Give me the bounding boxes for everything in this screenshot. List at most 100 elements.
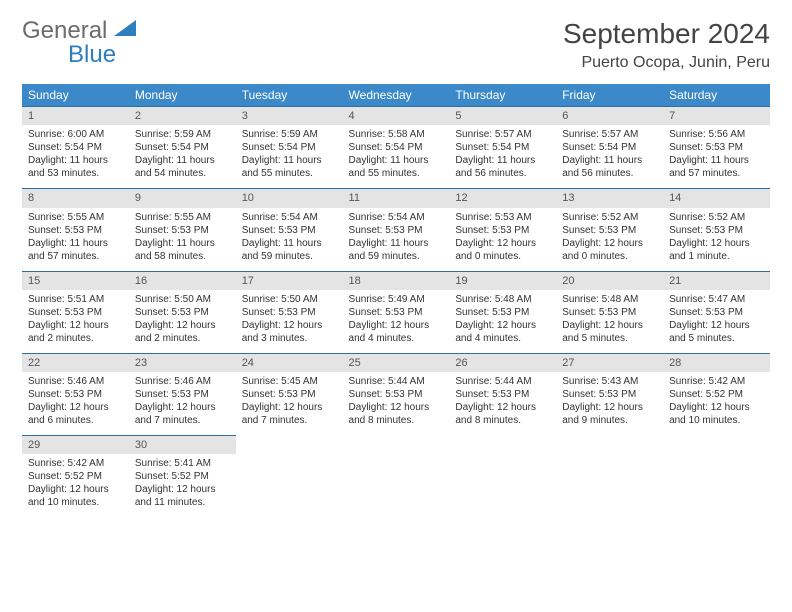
daylight-text: and 2 minutes. [28,332,123,345]
calendar-cell: 23Sunrise: 5:46 AMSunset: 5:53 PMDayligh… [129,353,236,435]
day-number: 11 [343,188,450,207]
sunset-text: Sunset: 5:54 PM [455,141,550,154]
sunrise-text: Sunrise: 5:52 AM [669,211,764,224]
day-body: Sunrise: 5:48 AMSunset: 5:53 PMDaylight:… [556,290,663,353]
calendar-cell: . [236,435,343,517]
sunrise-text: Sunrise: 5:41 AM [135,457,230,470]
calendar-cell: . [343,435,450,517]
sunrise-text: Sunrise: 5:57 AM [455,128,550,141]
sunset-text: Sunset: 5:53 PM [242,306,337,319]
sunrise-text: Sunrise: 5:57 AM [562,128,657,141]
sunset-text: Sunset: 5:52 PM [669,388,764,401]
calendar-cell: 28Sunrise: 5:42 AMSunset: 5:52 PMDayligh… [663,353,770,435]
sunset-text: Sunset: 5:54 PM [349,141,444,154]
day-number: 27 [556,353,663,372]
day-body: Sunrise: 5:43 AMSunset: 5:53 PMDaylight:… [556,372,663,435]
daylight-text: and 5 minutes. [669,332,764,345]
weekday-header: Tuesday [236,84,343,106]
day-body: Sunrise: 5:45 AMSunset: 5:53 PMDaylight:… [236,372,343,435]
calendar-cell: 24Sunrise: 5:45 AMSunset: 5:53 PMDayligh… [236,353,343,435]
day-number: 7 [663,106,770,125]
calendar-cell: 6Sunrise: 5:57 AMSunset: 5:54 PMDaylight… [556,106,663,188]
logo-line1: General [22,17,107,44]
sunset-text: Sunset: 5:52 PM [28,470,123,483]
daylight-text: Daylight: 12 hours [135,483,230,496]
calendar-cell: 22Sunrise: 5:46 AMSunset: 5:53 PMDayligh… [22,353,129,435]
sunset-text: Sunset: 5:53 PM [562,224,657,237]
day-body: Sunrise: 6:00 AMSunset: 5:54 PMDaylight:… [22,125,129,188]
daylight-text: Daylight: 11 hours [28,237,123,250]
daylight-text: Daylight: 12 hours [135,319,230,332]
daylight-text: Daylight: 12 hours [349,401,444,414]
sunrise-text: Sunrise: 5:52 AM [562,211,657,224]
calendar-cell: 5Sunrise: 5:57 AMSunset: 5:54 PMDaylight… [449,106,556,188]
weekday-header: Thursday [449,84,556,106]
daylight-text: Daylight: 12 hours [28,483,123,496]
day-body: Sunrise: 5:44 AMSunset: 5:53 PMDaylight:… [449,372,556,435]
day-number: 21 [663,271,770,290]
sunrise-text: Sunrise: 5:44 AM [349,375,444,388]
day-number: 24 [236,353,343,372]
day-number: 20 [556,271,663,290]
calendar-cell: 4Sunrise: 5:58 AMSunset: 5:54 PMDaylight… [343,106,450,188]
daylight-text: and 0 minutes. [455,250,550,263]
sunrise-text: Sunrise: 5:56 AM [669,128,764,141]
sunset-text: Sunset: 5:53 PM [28,388,123,401]
sunset-text: Sunset: 5:53 PM [455,388,550,401]
calendar-head: SundayMondayTuesdayWednesdayThursdayFrid… [22,84,770,106]
sunrise-text: Sunrise: 5:46 AM [28,375,123,388]
month-title: September 2024 [563,18,770,50]
calendar-cell: 26Sunrise: 5:44 AMSunset: 5:53 PMDayligh… [449,353,556,435]
day-body: Sunrise: 5:56 AMSunset: 5:53 PMDaylight:… [663,125,770,188]
day-number: 2 [129,106,236,125]
calendar-cell: 3Sunrise: 5:59 AMSunset: 5:54 PMDaylight… [236,106,343,188]
calendar-cell: 1Sunrise: 6:00 AMSunset: 5:54 PMDaylight… [22,106,129,188]
sunset-text: Sunset: 5:53 PM [135,388,230,401]
day-body: Sunrise: 5:47 AMSunset: 5:53 PMDaylight:… [663,290,770,353]
daylight-text: Daylight: 11 hours [135,154,230,167]
sunrise-text: Sunrise: 5:54 AM [349,211,444,224]
header: General Blue September 2024 Puerto Ocopa… [22,18,770,72]
sunrise-text: Sunrise: 5:48 AM [455,293,550,306]
calendar-cell: 13Sunrise: 5:52 AMSunset: 5:53 PMDayligh… [556,188,663,270]
sunset-text: Sunset: 5:53 PM [135,224,230,237]
day-number: 12 [449,188,556,207]
calendar-row: 29Sunrise: 5:42 AMSunset: 5:52 PMDayligh… [22,435,770,517]
daylight-text: and 5 minutes. [562,332,657,345]
day-body: Sunrise: 5:52 AMSunset: 5:53 PMDaylight:… [556,208,663,271]
calendar-cell: 18Sunrise: 5:49 AMSunset: 5:53 PMDayligh… [343,271,450,353]
day-body: Sunrise: 5:53 AMSunset: 5:53 PMDaylight:… [449,208,556,271]
calendar-row: 22Sunrise: 5:46 AMSunset: 5:53 PMDayligh… [22,353,770,435]
daylight-text: and 2 minutes. [135,332,230,345]
daylight-text: Daylight: 11 hours [242,237,337,250]
day-body: Sunrise: 5:46 AMSunset: 5:53 PMDaylight:… [129,372,236,435]
day-body: Sunrise: 5:59 AMSunset: 5:54 PMDaylight:… [236,125,343,188]
daylight-text: and 56 minutes. [562,167,657,180]
logo-line2: Blue [68,41,116,68]
calendar-cell: 30Sunrise: 5:41 AMSunset: 5:52 PMDayligh… [129,435,236,517]
day-body: Sunrise: 5:49 AMSunset: 5:53 PMDaylight:… [343,290,450,353]
day-body: Sunrise: 5:57 AMSunset: 5:54 PMDaylight:… [449,125,556,188]
calendar-cell: 11Sunrise: 5:54 AMSunset: 5:53 PMDayligh… [343,188,450,270]
sunset-text: Sunset: 5:53 PM [242,388,337,401]
day-number: 28 [663,353,770,372]
sunset-text: Sunset: 5:53 PM [669,306,764,319]
day-number: 26 [449,353,556,372]
daylight-text: and 58 minutes. [135,250,230,263]
sunset-text: Sunset: 5:53 PM [562,306,657,319]
sunset-text: Sunset: 5:52 PM [135,470,230,483]
location: Puerto Ocopa, Junin, Peru [563,54,770,72]
daylight-text: Daylight: 11 hours [28,154,123,167]
calendar-cell: 8Sunrise: 5:55 AMSunset: 5:53 PMDaylight… [22,188,129,270]
daylight-text: and 0 minutes. [562,250,657,263]
sunrise-text: Sunrise: 5:55 AM [135,211,230,224]
sunrise-text: Sunrise: 5:44 AM [455,375,550,388]
sunrise-text: Sunrise: 5:59 AM [135,128,230,141]
sunset-text: Sunset: 5:54 PM [28,141,123,154]
sunrise-text: Sunrise: 5:46 AM [135,375,230,388]
sunset-text: Sunset: 5:53 PM [349,306,444,319]
daylight-text: Daylight: 12 hours [669,237,764,250]
day-body: Sunrise: 5:42 AMSunset: 5:52 PMDaylight:… [22,454,129,517]
daylight-text: Daylight: 12 hours [135,401,230,414]
title-block: September 2024 Puerto Ocopa, Junin, Peru [563,18,770,72]
